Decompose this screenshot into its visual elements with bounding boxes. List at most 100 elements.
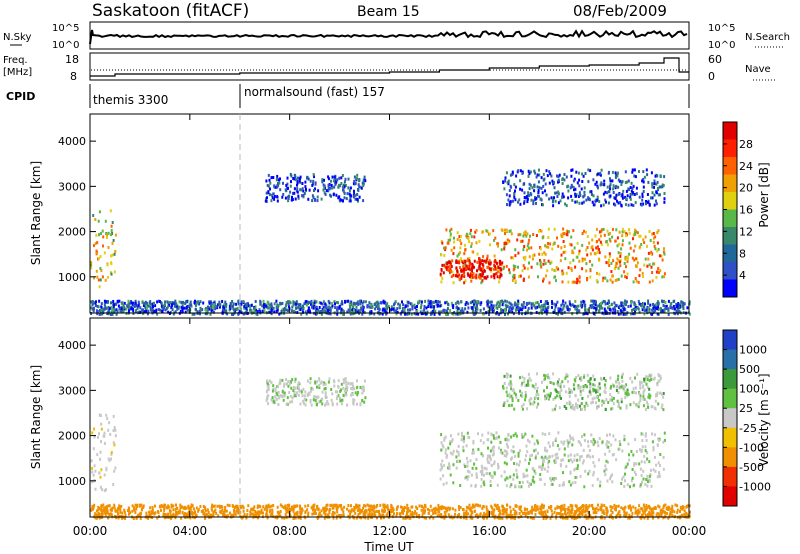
range-cell: [104, 506, 107, 510]
range-cell: [562, 240, 565, 243]
range-cell: [523, 377, 526, 380]
range-cell: [424, 312, 427, 316]
range-cell: [386, 507, 389, 511]
range-cell: [536, 451, 539, 455]
range-cell: [608, 304, 611, 308]
range-cell: [107, 275, 109, 279]
range-cell: [601, 306, 604, 310]
range-cell: [561, 458, 564, 462]
range-cell: [642, 302, 645, 305]
range-cell: [328, 511, 331, 515]
range-cell: [604, 383, 606, 387]
range-cell: [621, 230, 624, 234]
range-cell: [497, 266, 500, 270]
range-cell: [305, 187, 307, 191]
range-cell: [327, 175, 330, 179]
range-cell: [565, 464, 568, 468]
range-cell: [281, 516, 284, 520]
range-cell: [281, 390, 284, 394]
range-cell: [102, 434, 105, 438]
range-cell: [323, 184, 326, 188]
range-cell: [318, 386, 321, 390]
range-cell: [209, 306, 212, 310]
range-cell: [313, 395, 316, 399]
range-cell: [488, 300, 491, 304]
range-cell: [514, 301, 516, 305]
range-cell: [309, 179, 312, 183]
range-cell: [270, 381, 273, 384]
range-cell: [589, 377, 592, 381]
range-cell: [641, 195, 644, 198]
range-cell: [561, 312, 564, 316]
range-cell: [300, 390, 303, 394]
range-cell: [177, 305, 180, 309]
range-cell: [479, 273, 482, 277]
range-cell: [532, 202, 535, 206]
range-cell: [226, 514, 229, 518]
range-cell: [460, 257, 463, 261]
range-cell: [539, 305, 542, 309]
range-cell: [534, 396, 537, 400]
range-cell: [285, 402, 288, 406]
range-cell: [550, 483, 553, 486]
range-cell: [588, 198, 591, 202]
range-cell: [567, 454, 570, 458]
range-cell: [240, 302, 243, 306]
range-cell: [521, 171, 524, 175]
range-cell: [642, 170, 645, 174]
range-cell: [625, 406, 628, 410]
range-cell: [577, 171, 580, 175]
range-cell: [94, 218, 97, 221]
range-cell: [474, 484, 477, 488]
range-cell: [592, 178, 595, 182]
range-cell: [633, 312, 636, 316]
range-cell: [455, 260, 458, 264]
range-cell: [647, 306, 650, 310]
range-cell: [496, 516, 499, 520]
range-cell: [103, 511, 106, 515]
range-cell: [271, 400, 274, 404]
range-cell: [640, 448, 643, 452]
range-cell: [588, 390, 591, 394]
range-cell: [291, 400, 294, 404]
range-cell: [465, 268, 468, 271]
range-cell: [231, 312, 233, 316]
range-cell: [577, 309, 580, 313]
range-cell: [190, 505, 193, 509]
range-cell: [629, 246, 632, 250]
range-cell: [182, 306, 185, 310]
range-cell: [519, 169, 522, 173]
range-cell: [576, 453, 579, 457]
range-cell: [279, 177, 281, 181]
range-cell: [515, 462, 518, 466]
range-cell: [305, 398, 308, 402]
range-cell: [543, 467, 546, 471]
range-cell: [356, 509, 359, 512]
range-cell: [404, 312, 407, 316]
range-cell: [292, 300, 295, 304]
range-cell: [102, 310, 105, 314]
range-cell: [122, 309, 125, 313]
range-cell: [195, 300, 198, 304]
range-cell: [112, 300, 115, 303]
range-cell: [575, 404, 577, 408]
range-cell: [536, 305, 539, 309]
range-cell: [141, 300, 144, 304]
range-cell: [341, 300, 343, 304]
range-cell: [550, 509, 553, 513]
range-cell: [521, 391, 523, 395]
range-cell: [532, 475, 535, 479]
range-cell: [618, 510, 621, 514]
range-cell: [138, 504, 141, 508]
range-cell: [356, 385, 359, 389]
range-cell: [481, 472, 483, 476]
range-cell: [639, 234, 642, 238]
range-cell: [512, 273, 515, 277]
range-cell: [281, 195, 284, 199]
range-cell: [332, 506, 335, 510]
range-cell: [473, 275, 476, 279]
range-cell: [289, 301, 292, 305]
range-cell: [352, 305, 355, 309]
range-cell: [316, 385, 318, 389]
range-cell: [481, 263, 484, 266]
